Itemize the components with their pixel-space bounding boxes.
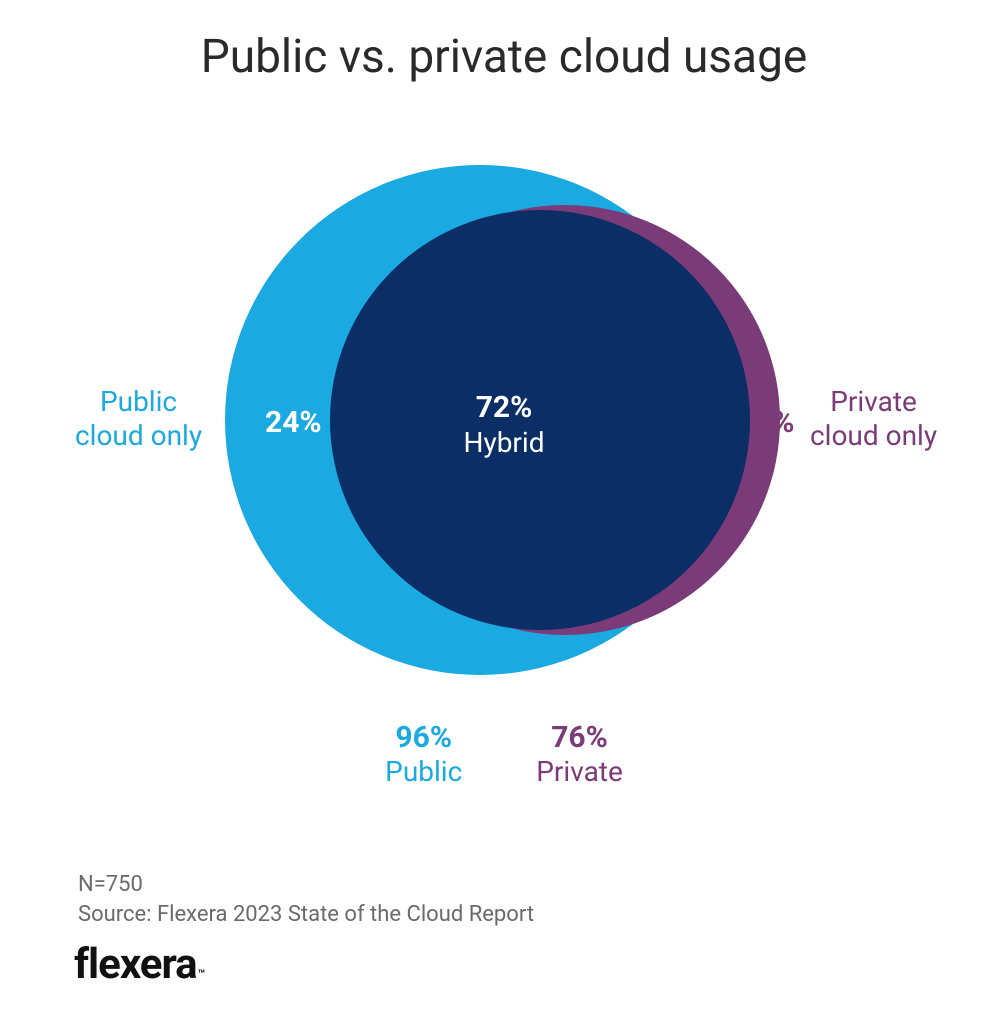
private-only-pct: 4% xyxy=(755,405,794,441)
hybrid-pct-value: 72% xyxy=(404,390,604,426)
public-only-pct-value: 24% xyxy=(265,405,322,440)
private-only-label-line1: Private xyxy=(810,385,937,419)
sample-size: N=750 xyxy=(78,870,534,900)
private-total-label: Private xyxy=(536,755,623,788)
logo-tm: ™ xyxy=(198,967,205,981)
totals-row: 96% Public 76% Private xyxy=(0,720,1008,788)
chart-title: Public vs. private cloud usage xyxy=(0,30,1008,84)
hybrid-label: 72% Hybrid xyxy=(404,390,604,460)
private-only-pct-value: 4% xyxy=(755,405,794,440)
public-only-pct: 24% xyxy=(265,405,322,441)
logo-text: flexera xyxy=(74,940,197,989)
private-total: 76% Private xyxy=(536,720,623,788)
public-total: 96% Public xyxy=(385,720,462,788)
footer: N=750 Source: Flexera 2023 State of the … xyxy=(78,870,534,929)
flexera-logo: flexera™ xyxy=(74,940,204,989)
public-total-label: Public xyxy=(385,755,462,788)
private-only-label: Private cloud only xyxy=(810,385,937,452)
hybrid-sub-label: Hybrid xyxy=(404,426,604,460)
public-only-label: Public cloud only xyxy=(75,385,202,452)
venn-chart: Public cloud only 24% 72% Hybrid 4% Priv… xyxy=(0,150,1008,750)
public-only-label-line1: Public xyxy=(75,385,202,419)
source-text: Source: Flexera 2023 State of the Cloud … xyxy=(78,900,534,930)
public-total-pct: 96% xyxy=(385,720,462,755)
public-only-label-line2: cloud only xyxy=(75,419,202,453)
private-only-label-line2: cloud only xyxy=(810,419,937,453)
private-total-pct: 76% xyxy=(536,720,623,755)
